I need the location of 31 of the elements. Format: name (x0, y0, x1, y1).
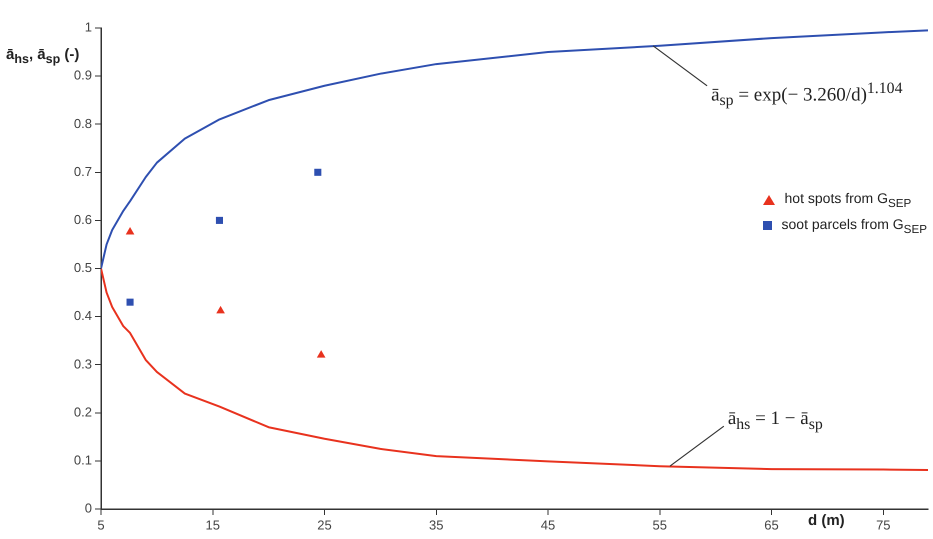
y-tick-label: 0.5 (74, 260, 92, 276)
x-tick-label: 25 (317, 517, 332, 532)
point (126, 226, 134, 234)
y-tick-label: 0.1 (74, 452, 92, 468)
x-tick-label: 5 (97, 517, 105, 532)
x-tick-label: 75 (876, 517, 891, 532)
point (216, 216, 223, 224)
point (126, 298, 134, 306)
point (314, 168, 322, 176)
y-tick-label: 0.7 (74, 164, 92, 179)
y-tick-label: 0 (84, 500, 92, 516)
x-axis-title: d (m) (808, 512, 845, 529)
y-tick-label: 0.3 (74, 356, 92, 372)
y-axis-title: ā$_{hs}$, ā$_{sp}$ (-) (6, 46, 80, 66)
y-tick-label: 1 (84, 20, 92, 35)
legend-label: soot parcels from G$_{SEP}$ (782, 216, 927, 236)
y-tick-label: 0.2 (74, 404, 92, 420)
y-tick-label: 0.9 (74, 68, 92, 83)
x-tick-label: 15 (206, 517, 220, 532)
legend-label: hot spots from G$_{SEP}$ (784, 190, 912, 210)
point (216, 306, 225, 314)
annotation: ā$_{sp}$ = exp(− 3.260/d)$^{1.104}$ (711, 80, 903, 110)
y-tick-label: 0.8 (74, 116, 92, 131)
x-tick-label: 35 (429, 517, 444, 532)
y-tick-label: 0.6 (74, 212, 92, 227)
point (316, 350, 326, 358)
x-tick-label: 55 (652, 517, 668, 532)
annotation: ā$_{hs}$ = 1 − ā$_{sp}$ (728, 408, 823, 434)
x-tick-label: 65 (764, 517, 779, 532)
x-tick-label: 45 (540, 517, 556, 532)
y-tick-label: 0.4 (74, 308, 92, 324)
